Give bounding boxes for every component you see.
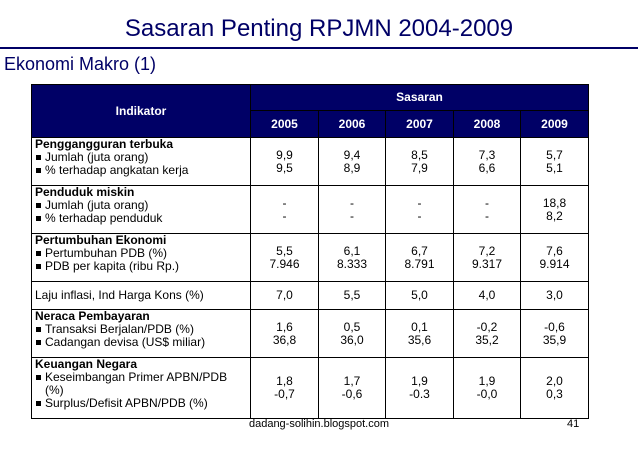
value-cell: 8,5 7,9 — [385, 137, 454, 186]
value-cell: 9,9 9,5 — [250, 137, 319, 186]
table-row: Neraca Pembayaran Transaksi Berjalan/PDB… — [31, 309, 590, 358]
value-cell: 5,5 — [318, 281, 386, 310]
value-cell: 1,7 -0,6 — [318, 357, 386, 419]
value-cell: 7,3 6,6 — [453, 137, 521, 186]
value-cell: 1,8 -0,7 — [250, 357, 319, 419]
indicator-item: PDB per kapita (ribu Rp.) — [35, 260, 247, 273]
table-row: Laju inflasi, Ind Harga Kons (%) 7,0 5,5… — [31, 281, 590, 310]
indicator-item: Keseimbangan Primer APBN/PDB — [35, 371, 247, 384]
year-header: 2007 — [385, 110, 454, 138]
indicator-item: Surplus/Defisit APBN/PDB (%) — [35, 397, 247, 410]
indicator-title: Keuangan Negara — [35, 357, 138, 371]
value-cell: 3,0 — [519, 281, 590, 310]
indicator-cell: Keuangan Negara Keseimbangan Primer APBN… — [31, 357, 251, 419]
indicator-title: Penggangguran terbuka — [35, 137, 174, 151]
value-cell: 1,6 36,8 — [250, 309, 319, 358]
indicator-item: Transaksi Berjalan/PDB (%) — [35, 323, 247, 336]
indicator-item: % terhadap angkatan kerja — [35, 164, 247, 177]
value-cell: 7,2 9.317 — [453, 233, 521, 282]
indicator-label: Laju inflasi, Ind Harga Kons (%) — [31, 281, 251, 310]
indicator-item: Pertumbuhan PDB (%) — [35, 247, 247, 260]
year-header: 2006 — [318, 110, 386, 138]
targets-table: Indikator Sasaran 2005 2006 2007 2008 20… — [31, 84, 590, 419]
indicator-title: Penduduk miskin — [35, 185, 135, 199]
value-cell: 5,0 — [385, 281, 454, 310]
value-cell: 0,5 36,0 — [318, 309, 386, 358]
table-row: Pertumbuhan Ekonomi Pertumbuhan PDB (%) … — [31, 233, 590, 282]
value-cell: 9,4 8,9 — [318, 137, 386, 186]
year-header: 2008 — [453, 110, 521, 138]
value-cell: 0,1 35,6 — [385, 309, 454, 358]
indicator-cell: Pertumbuhan Ekonomi Pertumbuhan PDB (%) … — [31, 233, 251, 282]
indicator-title: Pertumbuhan Ekonomi — [35, 233, 167, 247]
value-cell: 5,7 5,1 — [519, 137, 590, 186]
year-header: 2005 — [250, 110, 319, 138]
header-row: Indikator Sasaran — [31, 84, 590, 138]
indicator-item-continued: (%) — [45, 383, 64, 397]
value-cell: 6,7 8.791 — [385, 233, 454, 282]
indicator-title: Neraca Pembayaran — [35, 309, 150, 323]
value-cell: 7,0 — [250, 281, 319, 310]
indicator-cell: Neraca Pembayaran Transaksi Berjalan/PDB… — [31, 309, 251, 358]
value-cell: -- — [250, 185, 319, 234]
indicator-item: Jumlah (juta orang) — [35, 199, 247, 212]
indicator-cell: Penggangguran terbuka Jumlah (juta orang… — [31, 137, 251, 186]
value-cell: 2,0 0,3 — [519, 357, 590, 419]
footer-source: dadang-solihin.blogspot.com — [248, 418, 390, 430]
value-cell: -0,6 35,9 — [519, 309, 590, 358]
value-cell: 18,8 8,2 — [519, 185, 590, 234]
year-row: 2005 2006 2007 2008 2009 — [32, 110, 590, 138]
value-cell: 6,1 8.333 — [318, 233, 386, 282]
page-number: 41 — [567, 418, 580, 430]
value-cell: 1,9 -0,0 — [453, 357, 521, 419]
value-cell: 5,5 7.946 — [250, 233, 319, 282]
title-underline — [0, 47, 638, 49]
year-header: 2009 — [519, 110, 590, 138]
value-cell: -0,2 35,2 — [453, 309, 521, 358]
indicator-item: Jumlah (juta orang) — [35, 151, 247, 164]
sasaran-header: Sasaran — [249, 84, 590, 111]
indicator-item: % terhadap penduduk — [35, 212, 247, 225]
table-row: Keuangan Negara Keseimbangan Primer APBN… — [31, 357, 590, 419]
indicator-item: Cadangan devisa (US$ miliar) — [35, 336, 247, 349]
value-cell: -- — [453, 185, 521, 234]
section-subtitle: Ekonomi Makro (1) — [4, 54, 157, 74]
slide-title: Sasaran Penting RPJMN 2004-2009 — [124, 15, 514, 42]
value-cell: -- — [318, 185, 386, 234]
indikator-header: Indikator — [31, 84, 251, 138]
value-cell: 7,6 9.914 — [519, 233, 590, 282]
value-cell: 4,0 — [453, 281, 521, 310]
value-cell: 1,9 -0.3 — [385, 357, 454, 419]
value-cell: -- — [385, 185, 454, 234]
table-row: Penggangguran terbuka Jumlah (juta orang… — [31, 137, 590, 186]
table-row: Penduduk miskin Jumlah (juta orang) % te… — [31, 185, 590, 234]
indicator-cell: Penduduk miskin Jumlah (juta orang) % te… — [31, 185, 251, 234]
